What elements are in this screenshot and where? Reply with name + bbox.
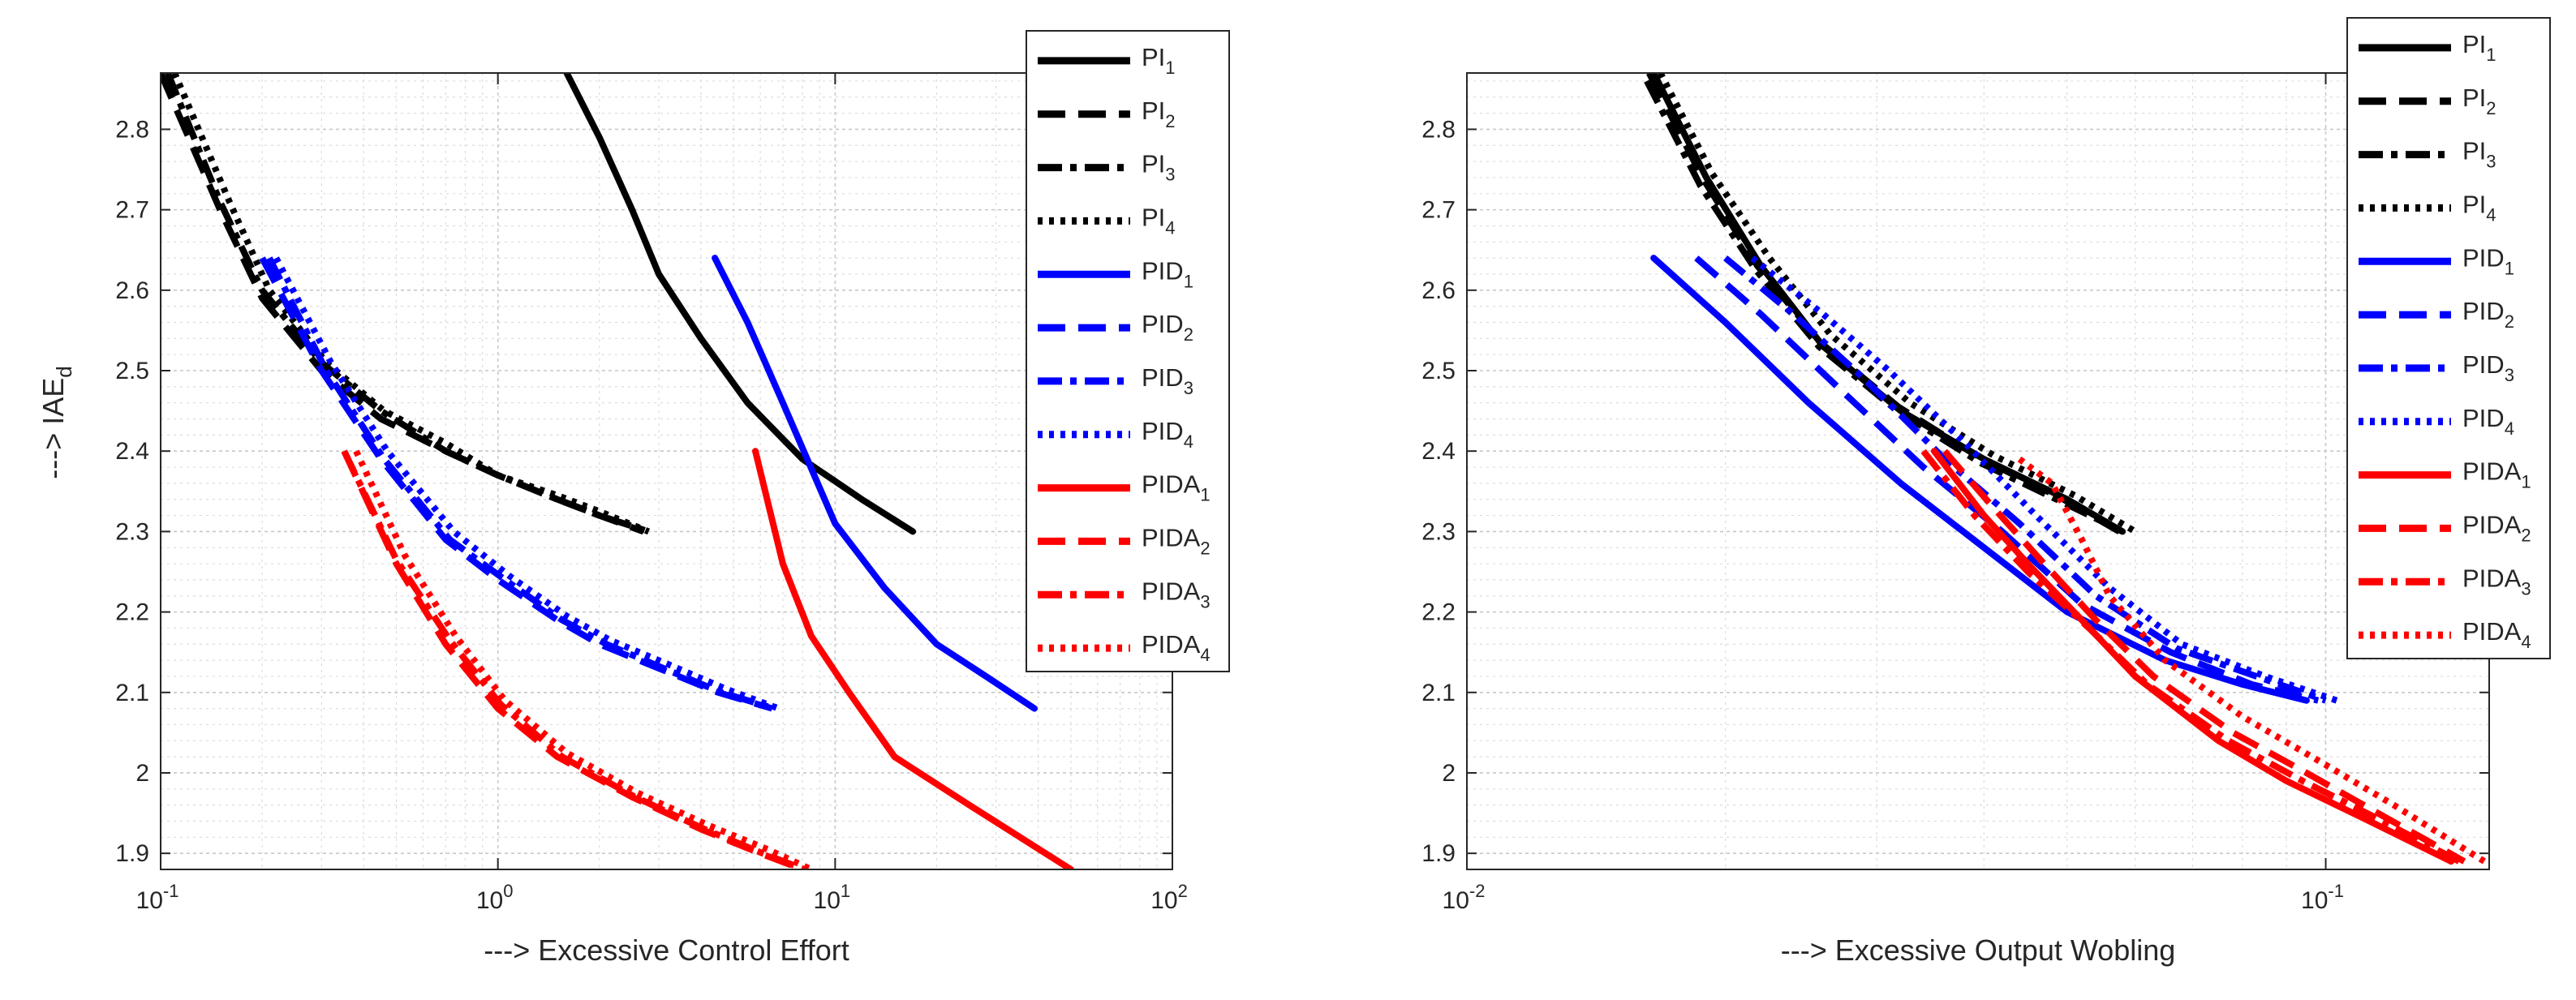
legend-label-pid1: PID1 (1142, 256, 1193, 291)
series-line-pid3 (266, 256, 776, 712)
series-line-pid1 (712, 255, 1038, 712)
x-tick-label: 10-2 (1443, 881, 1486, 914)
legend-label-pi4: PI4 (2462, 190, 2496, 225)
x-tick-label: 100 (476, 881, 514, 914)
x-axis-label: ---> Excessive Control Effort (484, 933, 849, 967)
y-tick-label: 2.6 (1421, 277, 1456, 304)
series-line-pid4 (273, 256, 781, 712)
x-tick-label: 10-1 (136, 881, 179, 914)
y-tick-label: 2.7 (1421, 197, 1456, 224)
legend-label-pida3: PIDA3 (1142, 577, 1211, 612)
series-line-pid4 (1750, 255, 2338, 704)
x-tick-label: 10-1 (2301, 881, 2344, 914)
legend-label-pida4: PIDA4 (2462, 617, 2531, 652)
y-tick-label: 2.1 (115, 680, 149, 706)
legend-label-pida2: PIDA2 (2462, 510, 2531, 545)
legend-label-pid4: PID4 (1142, 417, 1193, 452)
y-tick-label: 2.3 (115, 518, 149, 545)
series-line-pida3 (341, 449, 806, 869)
y-tick-label: 2.4 (115, 438, 149, 465)
legend-label-pi3: PI3 (2462, 137, 2496, 172)
series-line-pid1 (1650, 255, 2310, 704)
series-line-pida1 (752, 448, 1074, 869)
legend-label-pi2: PI2 (1142, 97, 1176, 131)
legend-label-pida1: PIDA1 (1142, 470, 1211, 505)
series-line-pida4 (2017, 456, 2487, 865)
series-line-pi3 (165, 73, 650, 535)
y-tick-label: 2.4 (1421, 438, 1456, 465)
y-tick-label: 2.2 (1421, 599, 1456, 626)
y-tick-label: 2.3 (1421, 518, 1456, 545)
series-group (161, 73, 1074, 869)
y-tick-label: 2.5 (115, 358, 149, 384)
series-line-pid3 (1723, 255, 2327, 704)
plot-area (161, 73, 1172, 869)
plot-area (1467, 73, 2489, 869)
legend-label-pida2: PIDA2 (1142, 523, 1211, 558)
legend-label-pid4: PID4 (2462, 404, 2514, 439)
legend: PI1 PI2 PI3 PI4 PID1 PID2 PID3 PID4 PIDA1 PIDA2 PI… (1026, 30, 1230, 672)
y-tick-label: 1.9 (115, 840, 149, 867)
series-group (1644, 73, 2487, 865)
x-tick-label: 101 (814, 881, 851, 914)
series-line-pi4 (1657, 73, 2137, 534)
legend-label-pida3: PIDA3 (2462, 564, 2531, 599)
y-tick-label: 2.5 (1421, 358, 1456, 384)
chart-panel-1: 1.9 2 2.1 2.2 2.3 2.4 2.5 2.6 2.7 2.8 10-1 100 101 10… (37, 30, 1230, 967)
y-tick-label: 2.6 (115, 277, 149, 304)
legend-label-pi2: PI2 (2462, 84, 2496, 118)
legend: PI1 PI2 PI3 PI4 PID1 PID2 PID3 PID4 PIDA1 PIDA2 PI… (2346, 17, 2551, 659)
legend-label-pi3: PI3 (1142, 150, 1176, 185)
legend-label-pid3: PID3 (2462, 350, 2514, 385)
y-tick-label: 2.8 (115, 116, 149, 143)
y-tick-label: 2.2 (115, 599, 149, 626)
legend-label-pid3: PID3 (1142, 363, 1193, 398)
y-tick-label: 1.9 (1421, 840, 1456, 867)
x-tick-label: 102 (1150, 881, 1188, 914)
y-axis-label: ---> IAEd (37, 366, 76, 479)
series-line-pida3 (1920, 448, 2461, 865)
legend-label-pi4: PI4 (1142, 203, 1176, 238)
series-line-pida2 (1942, 448, 2466, 865)
legend-label-pida4: PIDA4 (1142, 630, 1211, 665)
y-tick-label: 2.7 (115, 197, 149, 224)
series-line-pida1 (1930, 448, 2455, 865)
y-tick-label: 2.8 (1421, 116, 1456, 143)
series-line-pi1 (563, 73, 917, 535)
legend-label-pid2: PID2 (2462, 297, 2514, 332)
legend-label-pi1: PI1 (2462, 30, 2496, 65)
y-tick-label: 2.1 (1421, 680, 1456, 706)
legend-label-pida1: PIDA1 (2462, 457, 2531, 492)
legend-label-pi1: PI1 (1142, 43, 1176, 78)
legend-label-pid1: PID1 (2462, 243, 2514, 278)
legend-box (1026, 30, 1230, 672)
legend-label-pid2: PID2 (1142, 310, 1193, 345)
y-tick-label: 2 (1442, 760, 1456, 787)
chart-panel-2: 1.9 2 2.1 2.2 2.3 2.4 2.5 2.6 2.7 2.8 10-2 10-1 --->… (1421, 17, 2551, 967)
legend-box (2346, 17, 2551, 659)
y-tick-label: 2 (135, 760, 149, 787)
x-axis-label: ---> Excessive Output Wobling (1781, 933, 2176, 967)
